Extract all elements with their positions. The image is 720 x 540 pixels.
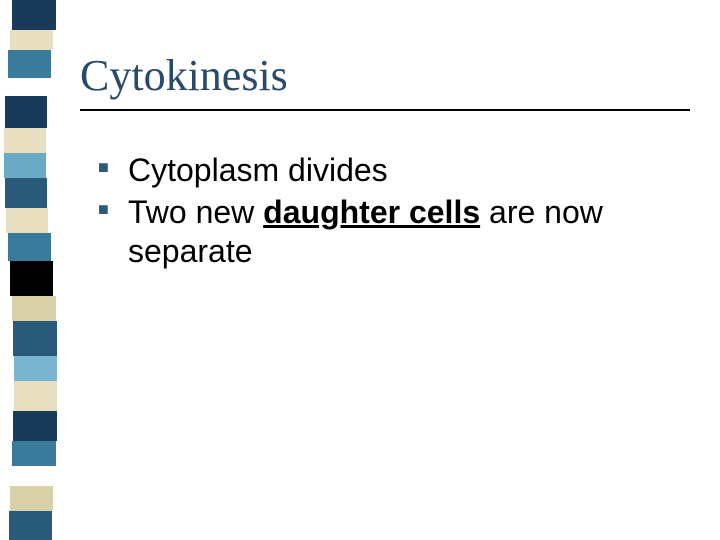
bullet-item: Two new daughter cells are now separate — [108, 193, 690, 270]
ribbon-block — [12, 441, 56, 466]
ribbon-block — [11, 466, 55, 486]
ribbon-block — [8, 50, 51, 78]
bullet-item: Cytoplasm divides — [108, 151, 690, 189]
ribbon-block — [8, 233, 51, 261]
ribbon-block — [6, 78, 48, 96]
ribbon-block — [12, 296, 56, 321]
ribbon-block — [10, 486, 53, 511]
ribbon-block — [14, 381, 57, 411]
slide-title: Cytokinesis — [80, 50, 690, 101]
ribbon-block — [13, 321, 57, 356]
ribbon-block — [10, 30, 53, 50]
bullet-list: Cytoplasm divides Two new daughter cells … — [80, 151, 690, 270]
ribbon-block — [4, 153, 46, 178]
ribbon-block — [5, 96, 47, 128]
slide-content: Cytokinesis Cytoplasm divides Two new dau… — [80, 50, 690, 274]
ribbon-block — [9, 511, 52, 540]
ribbon-block — [5, 178, 47, 208]
ribbon-block — [10, 261, 53, 296]
ribbon-block — [13, 411, 57, 441]
ribbon-block — [14, 356, 57, 381]
bullet-text: Cytoplasm divides — [128, 152, 388, 188]
decorative-ribbon — [12, 0, 56, 540]
title-underline — [80, 109, 690, 111]
ribbon-block — [6, 208, 48, 233]
ribbon-block — [12, 0, 56, 30]
ribbon-block — [4, 128, 46, 153]
emphasized-text: daughter cells — [263, 194, 480, 230]
bullet-text: Two new — [128, 194, 263, 230]
